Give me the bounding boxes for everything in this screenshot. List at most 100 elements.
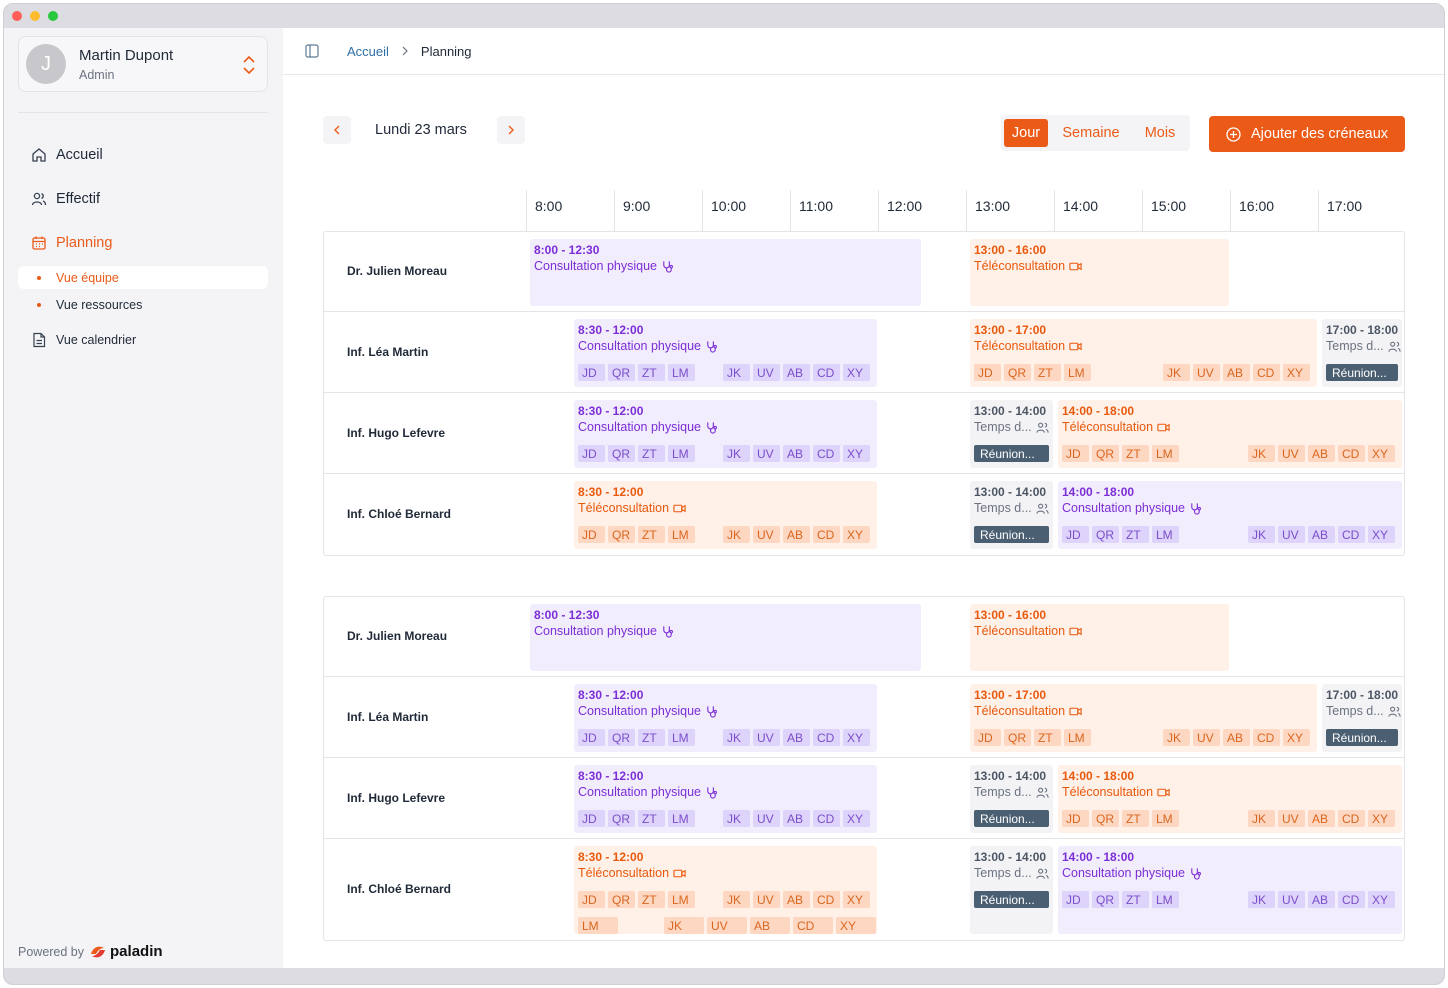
- schedule-slot[interactable]: 8:30 - 12:00 Téléconsultation JD QR ZT LM JK UV…: [574, 846, 877, 934]
- close-window-button[interactable]: [12, 11, 22, 21]
- participant-chip[interactable]: JD: [1062, 891, 1089, 908]
- participant-chip[interactable]: UV: [1278, 891, 1305, 908]
- participant-chip[interactable]: QR: [1004, 729, 1031, 746]
- participant-chip[interactable]: CD: [1338, 526, 1365, 543]
- participant-chip[interactable]: XY: [843, 729, 870, 746]
- schedule-slot[interactable]: 14:00 - 18:00 Consultation physique JD QR ZT…: [1058, 481, 1402, 549]
- meeting-tag[interactable]: Réunion...: [974, 891, 1049, 908]
- participant-chip[interactable]: JD: [1062, 810, 1089, 827]
- schedule-slot[interactable]: 8:30 - 12:00 Consultation physique JD QR ZT L…: [574, 319, 877, 387]
- participant-chip[interactable]: XY: [1368, 526, 1395, 543]
- participant-chip[interactable]: JD: [1062, 526, 1089, 543]
- schedule-slot[interactable]: 14:00 - 18:00 Consultation physique JD QR ZT…: [1058, 846, 1402, 934]
- participant-chip[interactable]: LM: [578, 917, 618, 934]
- participant-chip[interactable]: ZT: [638, 891, 665, 908]
- participant-chip[interactable]: ZT: [638, 526, 665, 543]
- schedule-slot[interactable]: 8:30 - 12:00 Consultation physique JD QR ZT L…: [574, 684, 877, 752]
- participant-chip[interactable]: QR: [608, 445, 635, 462]
- sidebar-subitem-team-view[interactable]: Vue équipe: [18, 266, 268, 289]
- schedule-slot[interactable]: 8:30 - 12:00 Consultation physique JD QR ZT L…: [574, 400, 877, 468]
- meeting-slot[interactable]: 13:00 - 14:00 Temps d... Réunion...: [970, 481, 1053, 549]
- participant-chip[interactable]: AB: [1308, 526, 1335, 543]
- participant-chip[interactable]: LM: [668, 364, 695, 381]
- sidebar-item-calendar-view[interactable]: Vue calendrier: [18, 328, 268, 352]
- participant-chip[interactable]: JK: [723, 729, 750, 746]
- previous-day-button[interactable]: [323, 116, 351, 144]
- schedule-slot[interactable]: 13:00 - 16:00 Téléconsultation: [970, 239, 1229, 306]
- participant-chip[interactable]: CD: [813, 364, 840, 381]
- participant-chip[interactable]: QR: [1092, 891, 1119, 908]
- participant-chip[interactable]: AB: [783, 729, 810, 746]
- participant-chip[interactable]: CD: [1338, 810, 1365, 827]
- participant-chip[interactable]: JD: [974, 364, 1001, 381]
- participant-chip[interactable]: AB: [783, 364, 810, 381]
- participant-chip[interactable]: AB: [783, 526, 810, 543]
- participant-chip[interactable]: QR: [608, 729, 635, 746]
- schedule-slot[interactable]: 8:00 - 12:30 Consultation physique: [530, 239, 921, 306]
- participant-chip[interactable]: AB: [783, 891, 810, 908]
- meeting-tag[interactable]: Réunion...: [1326, 364, 1398, 381]
- participant-chip[interactable]: JD: [578, 364, 605, 381]
- participant-chip[interactable]: LM: [668, 810, 695, 827]
- participant-chip[interactable]: XY: [1368, 810, 1395, 827]
- participant-chip[interactable]: JK: [723, 364, 750, 381]
- participant-chip[interactable]: AB: [783, 445, 810, 462]
- participant-chip[interactable]: LM: [1152, 810, 1179, 827]
- participant-chip[interactable]: AB: [1223, 729, 1250, 746]
- participant-chip[interactable]: JK: [1163, 729, 1190, 746]
- participant-chip[interactable]: UV: [1278, 526, 1305, 543]
- participant-chip[interactable]: QR: [608, 891, 635, 908]
- participant-chip[interactable]: AB: [1308, 891, 1335, 908]
- participant-chip[interactable]: AB: [783, 810, 810, 827]
- participant-chip[interactable]: AB: [750, 917, 790, 934]
- minimize-window-button[interactable]: [30, 11, 40, 21]
- participant-chip[interactable]: XY: [843, 526, 870, 543]
- participant-chip[interactable]: CD: [813, 729, 840, 746]
- schedule-slot[interactable]: 8:00 - 12:30 Consultation physique: [530, 604, 921, 671]
- meeting-tag[interactable]: Réunion...: [974, 445, 1049, 462]
- participant-chip[interactable]: LM: [1152, 891, 1179, 908]
- participant-chip[interactable]: CD: [813, 891, 840, 908]
- schedule-slot[interactable]: 8:30 - 12:00 Téléconsultation JD QR ZT LM JK UV…: [574, 481, 877, 549]
- participant-chip[interactable]: JK: [723, 810, 750, 827]
- participant-chip[interactable]: ZT: [1122, 810, 1149, 827]
- participant-chip[interactable]: CD: [813, 445, 840, 462]
- participant-chip[interactable]: AB: [1223, 364, 1250, 381]
- participant-chip[interactable]: UV: [1193, 364, 1220, 381]
- participant-chip[interactable]: JD: [578, 526, 605, 543]
- participant-chip[interactable]: AB: [1308, 810, 1335, 827]
- participant-chip[interactable]: XY: [1283, 729, 1310, 746]
- participant-chip[interactable]: JK: [1248, 445, 1275, 462]
- sidebar-item-home[interactable]: Accueil: [18, 143, 268, 167]
- participant-chip[interactable]: UV: [753, 445, 780, 462]
- participant-chip[interactable]: CD: [793, 917, 833, 934]
- participant-chip[interactable]: XY: [843, 810, 870, 827]
- participant-chip[interactable]: ZT: [638, 364, 665, 381]
- participant-chip[interactable]: CD: [1338, 445, 1365, 462]
- next-day-button[interactable]: [497, 116, 525, 144]
- participant-chip[interactable]: LM: [668, 526, 695, 543]
- participant-chip[interactable]: JK: [1248, 891, 1275, 908]
- zoom-window-button[interactable]: [48, 11, 58, 21]
- participant-chip[interactable]: UV: [707, 917, 747, 934]
- sidebar-item-staff[interactable]: Effectif: [18, 187, 268, 211]
- schedule-slot[interactable]: 14:00 - 18:00 Téléconsultation JD QR ZT LM JK U…: [1058, 765, 1402, 833]
- participant-chip[interactable]: UV: [753, 810, 780, 827]
- sidebar-subitem-resources-view[interactable]: Vue ressources: [18, 293, 268, 316]
- participant-chip[interactable]: CD: [1253, 729, 1280, 746]
- participant-chip[interactable]: LM: [1064, 729, 1091, 746]
- participant-chip[interactable]: JK: [723, 891, 750, 908]
- participant-chip[interactable]: LM: [668, 729, 695, 746]
- sidebar-toggle-icon[interactable]: [305, 44, 319, 58]
- meeting-tag[interactable]: Réunion...: [974, 526, 1049, 543]
- participant-chip[interactable]: UV: [753, 364, 780, 381]
- participant-chip[interactable]: ZT: [638, 810, 665, 827]
- schedule-slot[interactable]: 13:00 - 17:00 Téléconsultation JD QR ZT LM JK U…: [970, 319, 1317, 387]
- meeting-tag[interactable]: Réunion...: [1326, 729, 1398, 746]
- participant-chip[interactable]: QR: [608, 364, 635, 381]
- schedule-slot[interactable]: 13:00 - 17:00 Téléconsultation JD QR ZT LM JK U…: [970, 684, 1317, 752]
- participant-chip[interactable]: XY: [836, 917, 876, 934]
- view-month-button[interactable]: Mois: [1144, 125, 1176, 141]
- participant-chip[interactable]: QR: [1092, 526, 1119, 543]
- participant-chip[interactable]: CD: [813, 810, 840, 827]
